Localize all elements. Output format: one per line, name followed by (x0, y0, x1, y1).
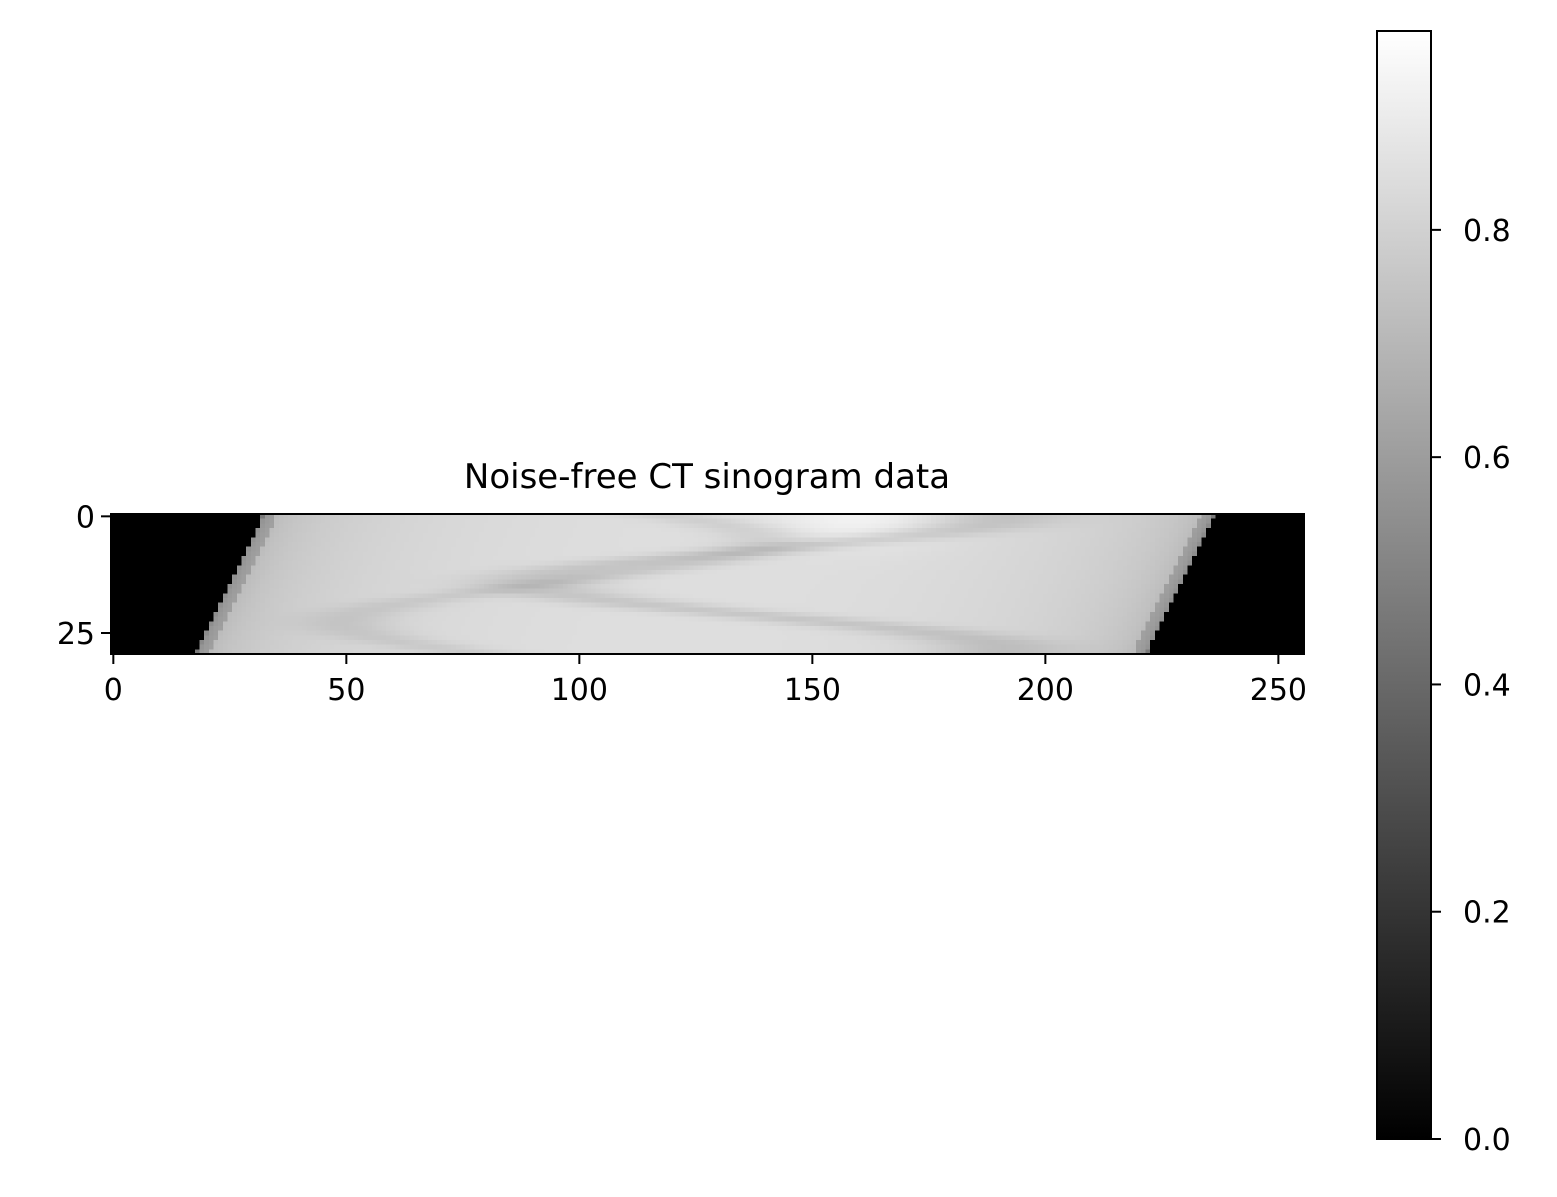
colorbar-tick-label: 0.6 (1463, 441, 1511, 476)
x-tick-label: 50 (327, 673, 365, 708)
colorbar-tick-label: 0.0 (1463, 1123, 1511, 1158)
x-tick-label: 200 (1017, 673, 1074, 708)
x-tick-label: 0 (104, 673, 123, 708)
colorbar-tick-label: 0.8 (1463, 214, 1511, 249)
x-tick-label: 250 (1250, 673, 1307, 708)
x-tick-label: 100 (551, 673, 608, 708)
chart-title: Noise-free CT sinogram data (464, 457, 950, 497)
colorbar: 0.0 0.2 0.4 0.6 0.8 (1376, 30, 1511, 1158)
y-tick-label: 0 (76, 500, 95, 535)
colorbar-tick-label: 0.4 (1463, 668, 1511, 703)
sinogram-image (111, 514, 1304, 654)
y-tick-label: 25 (57, 617, 95, 652)
axes-frame (110, 513, 1305, 655)
x-tick-label: 150 (784, 673, 841, 708)
x-axis: 0 50 100 150 200 250 (104, 654, 1307, 708)
sinogram-pixels (111, 514, 1304, 654)
y-axis: 0 25 (57, 500, 111, 652)
colorbar-tick-label: 0.2 (1463, 896, 1511, 931)
colorbar-gradient (1376, 30, 1432, 1140)
